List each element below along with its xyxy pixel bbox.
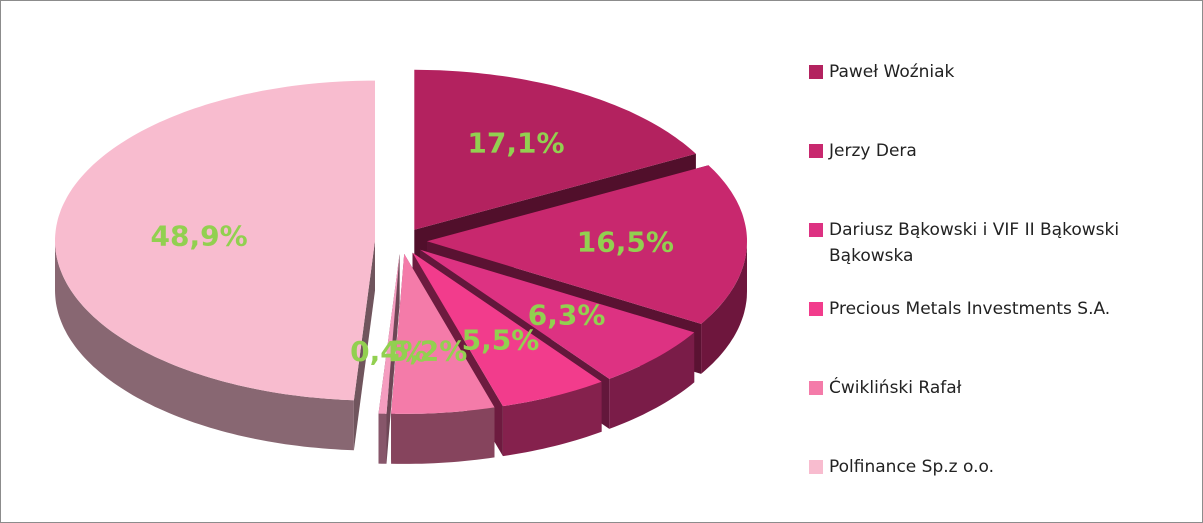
data-label: 16,5%	[577, 226, 674, 259]
legend-swatch	[809, 302, 823, 316]
slice-wall	[353, 240, 375, 451]
legend-swatch	[809, 144, 823, 158]
legend-item: Precious Metals Investments S.A.	[809, 296, 1194, 375]
legend-swatch	[809, 381, 823, 395]
legend-item: Dariusz Bąkowski i VIF II Bąkowski Bąkow…	[809, 217, 1194, 296]
legend-item: Paweł Woźniak	[809, 59, 1194, 138]
slice	[414, 69, 696, 230]
legend-item: Ćwikliński Rafał	[809, 375, 1194, 454]
slice-side	[391, 407, 495, 464]
legend: Paweł Woźniak Jerzy Dera Dariusz Bąkowski …	[809, 59, 1194, 522]
slice-side	[609, 332, 695, 429]
slice-side	[502, 381, 602, 457]
slice-side	[55, 240, 354, 451]
data-label: 17,1%	[467, 127, 564, 160]
data-label: 5,2%	[390, 334, 468, 367]
slice	[55, 80, 375, 401]
legend-label: Ćwikliński Rafał	[829, 378, 962, 398]
slice	[412, 252, 602, 407]
slice	[391, 253, 495, 414]
data-label: 6,3%	[528, 299, 606, 332]
legend-swatch	[809, 460, 823, 474]
slice	[420, 249, 695, 379]
data-label: 0,4%	[350, 335, 428, 368]
legend-swatch	[809, 223, 823, 237]
legend-label: Dariusz Bąkowski i VIF II Bąkowski Bąkow…	[829, 220, 1120, 266]
legend-label: Polfinance Sp.z o.o.	[829, 457, 994, 477]
slice	[427, 165, 747, 324]
legend-label: Jerzy Dera	[829, 141, 917, 161]
legend-label: Paweł Woźniak	[829, 62, 955, 82]
legend-item: Jerzy Dera	[809, 138, 1194, 217]
slice	[378, 254, 400, 414]
legend-item: Polfinance Sp.z o.o.	[809, 454, 1194, 522]
data-label: 48,9%	[151, 220, 248, 253]
data-label: 5,5%	[462, 324, 540, 357]
slice-side	[701, 241, 747, 374]
legend-swatch	[809, 65, 823, 79]
slice-side	[378, 413, 387, 464]
legend-label: Precious Metals Investments S.A.	[829, 299, 1111, 319]
